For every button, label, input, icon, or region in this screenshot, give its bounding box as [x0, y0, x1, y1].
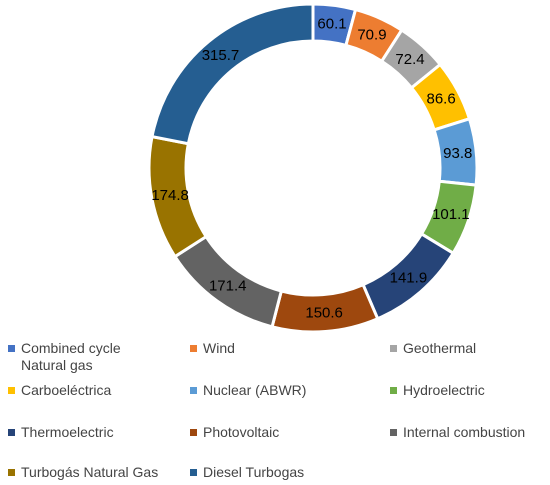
legend-label: Thermoelectric — [21, 424, 114, 440]
slice-value-label: 72.4 — [395, 51, 424, 68]
legend-swatch — [390, 345, 397, 352]
legend-item: Wind — [190, 340, 235, 357]
legend-swatch — [8, 429, 15, 436]
slice-value-label: 174.8 — [151, 187, 189, 204]
legend-label: Diesel Turbogas — [203, 464, 305, 480]
legend-item: Thermoelectric — [8, 424, 114, 441]
legend-item: Hydroelectric — [390, 382, 485, 399]
slice-value-label: 86.6 — [427, 91, 456, 108]
slice-value-label: 141.9 — [390, 269, 428, 286]
slice-value-label: 93.8 — [443, 145, 472, 162]
legend-label: Hydroelectric — [403, 382, 485, 398]
legend-item: Nuclear (ABWR) — [190, 382, 306, 399]
legend-swatch — [190, 345, 197, 352]
legend-swatch — [8, 345, 15, 352]
legend-swatch — [390, 387, 397, 394]
legend-label: Photovoltaic — [203, 424, 280, 440]
slice-value-label: 171.4 — [209, 277, 247, 294]
legend-label: Nuclear (ABWR) — [203, 382, 307, 398]
legend-item: Photovoltaic — [190, 424, 279, 441]
donut-slice — [150, 2, 315, 146]
legend-swatch — [190, 429, 197, 436]
slice-value-label: 150.6 — [305, 305, 343, 322]
legend-item: Geothermal — [390, 340, 476, 357]
legend-swatch — [8, 387, 15, 394]
slice-value-label: 70.9 — [357, 26, 386, 43]
legend-swatch — [390, 429, 397, 436]
legend-label: Wind — [203, 340, 235, 356]
legend-label: Internal combustion — [403, 424, 526, 440]
legend-swatch — [8, 469, 15, 476]
legend-swatch — [190, 469, 197, 476]
legend-item: Diesel Turbogas — [190, 464, 304, 481]
legend-swatch — [190, 387, 197, 394]
legend-item: Combined cycle Natural gas — [8, 340, 121, 374]
legend-label: Carboeléctrica — [21, 382, 112, 398]
slice-value-label: 60.1 — [317, 15, 346, 32]
legend-label: Turbogás Natural Gas — [21, 464, 159, 480]
legend-label: Combined cycle Natural gas — [21, 340, 121, 373]
legend-item: Carboeléctrica — [8, 382, 111, 399]
slice-value-label: 101.1 — [432, 206, 470, 223]
donut-chart: 60.1 70.9 72.4 86.6 93.8 101.1 141.9 150.6 171.4… — [147, 2, 479, 334]
legend-item: Turbogás Natural Gas — [8, 464, 158, 481]
legend-item: Internal combustion — [390, 424, 525, 441]
slice-value-label: 315.7 — [202, 47, 240, 64]
legend-label: Geothermal — [403, 340, 477, 356]
